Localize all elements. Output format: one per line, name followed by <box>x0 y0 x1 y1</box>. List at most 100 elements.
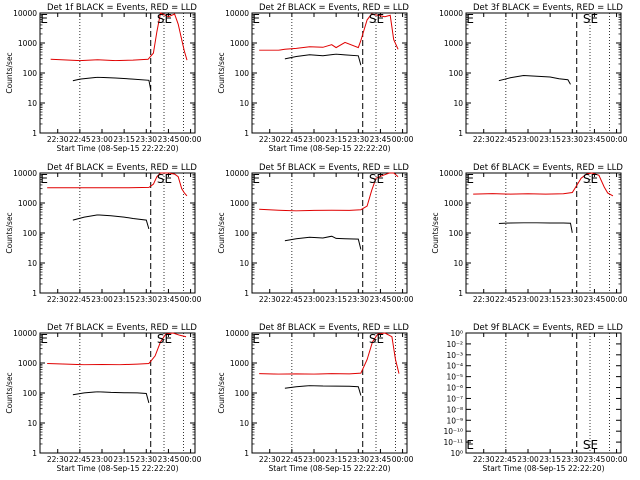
y-tick-label: 100 <box>449 69 464 78</box>
y-tick-label: 10000 <box>225 169 249 178</box>
x-tick-label: 22:45 <box>495 455 517 464</box>
panel-6: Det 6f BLACK = Events, RED = LLD 22:30 22:… <box>431 163 628 304</box>
y-tick-label: 10⁻² <box>446 340 463 349</box>
y-tick-label: 10⁻¹¹ <box>443 438 463 447</box>
y-tick-label: 10000 <box>439 169 463 178</box>
x-tick-label: 23:45 <box>370 455 392 464</box>
y-axis-label: Counts/sec <box>217 372 226 413</box>
x-tick-label: 22:30 <box>259 135 281 144</box>
series-line-1 <box>499 223 573 233</box>
x-tick-label: 22:30 <box>259 455 281 464</box>
y-tick-label: 10⁻⁹ <box>446 416 463 425</box>
x-tick-label: 00:00 <box>180 455 202 464</box>
y-tick-label: 1 <box>244 289 249 298</box>
y-tick-label: 10 <box>453 259 463 268</box>
plot-frame <box>39 172 196 294</box>
marker-label: E <box>466 12 474 26</box>
x-tick-label: 23:00 <box>303 295 325 304</box>
y-tick-label: 100 <box>235 69 250 78</box>
x-axis-label: Start Time (08-Sep-15 22:22:20) <box>483 464 605 473</box>
panel-title: Det 7f BLACK = Events, RED = LLD <box>47 323 197 333</box>
y-tick-label: 10000 <box>13 9 37 18</box>
y-axis-label: Counts/sec <box>5 372 14 413</box>
x-tick-label: 23:30 <box>135 135 157 144</box>
x-tick-label: 22:30 <box>47 135 69 144</box>
marker-label: SE <box>583 12 598 26</box>
marker-label: E <box>40 12 48 26</box>
y-tick-label: 10 <box>239 419 249 428</box>
y-axis-label: Counts/sec <box>217 52 226 93</box>
plot-frame <box>251 172 408 294</box>
y-tick-label: 10000 <box>225 9 249 18</box>
panel-title: Det 5f BLACK = Events, RED = LLD <box>259 163 409 173</box>
series-line-1 <box>73 77 151 89</box>
x-tick-label: 23:00 <box>517 135 539 144</box>
marker-label: SE <box>157 12 172 26</box>
x-tick-label: 22:45 <box>281 295 303 304</box>
panel-1: Det 1f BLACK = Events, RED = LLD 22:30 22:… <box>5 3 202 153</box>
marker-label: E <box>40 332 48 346</box>
x-tick-label: 23:30 <box>135 455 157 464</box>
marker-label: E <box>252 172 260 186</box>
x-tick-label: 23:30 <box>347 455 369 464</box>
y-tick-label: 10⁻¹⁰ <box>443 427 463 436</box>
marker-label: SE <box>369 332 384 346</box>
x-tick-label: 22:30 <box>473 455 495 464</box>
x-tick-label: 23:15 <box>325 295 347 304</box>
x-tick-label: 22:45 <box>495 135 517 144</box>
x-tick-label: 23:30 <box>347 135 369 144</box>
series-line-2 <box>47 173 187 196</box>
panel-5: Det 5f BLACK = Events, RED = LLD 22:30 22:… <box>217 163 414 304</box>
x-tick-label: 00:00 <box>606 135 628 144</box>
x-tick-label: 22:30 <box>47 295 69 304</box>
y-tick-label: 1000 <box>230 199 249 208</box>
y-tick-label: 100 <box>23 389 38 398</box>
x-tick-label: 23:15 <box>325 135 347 144</box>
series-line-2 <box>259 14 398 50</box>
x-tick-label: 23:15 <box>539 295 561 304</box>
y-tick-label: 10000 <box>225 329 249 338</box>
panel-title: Det 3f BLACK = Events, RED = LLD <box>473 3 623 13</box>
y-tick-label: 10⁻⁸ <box>446 405 463 414</box>
y-tick-label: 1000 <box>444 199 463 208</box>
x-tick-label: 00:00 <box>606 455 628 464</box>
plot-frame <box>465 172 622 294</box>
x-tick-label: 23:15 <box>539 135 561 144</box>
y-tick-label: 10⁰ <box>450 449 463 458</box>
x-tick-label: 00:00 <box>180 295 202 304</box>
x-tick-label: 00:00 <box>392 135 414 144</box>
y-tick-label: 10⁻⁴ <box>446 362 463 371</box>
x-tick-label: 23:45 <box>370 295 392 304</box>
y-tick-label: 1 <box>458 289 463 298</box>
y-tick-label: 10 <box>239 99 249 108</box>
marker-label: SE <box>369 12 384 26</box>
y-tick-label: 100 <box>449 229 464 238</box>
panel-title: Det 2f BLACK = Events, RED = LLD <box>259 3 409 13</box>
y-tick-label: 1 <box>32 129 37 138</box>
marker-label: E <box>466 172 474 186</box>
x-axis-label: Start Time (08-Sep-15 22:22:20) <box>269 144 391 153</box>
y-tick-label: 10000 <box>13 329 37 338</box>
panel-title: Det 4f BLACK = Events, RED = LLD <box>47 163 197 173</box>
x-tick-label: 23:30 <box>135 295 157 304</box>
x-tick-label: 22:45 <box>69 455 91 464</box>
y-tick-label: 1 <box>458 129 463 138</box>
x-tick-label: 22:30 <box>473 135 495 144</box>
x-tick-label: 22:30 <box>47 455 69 464</box>
x-tick-label: 23:15 <box>113 455 135 464</box>
y-tick-label: 10⁰ <box>450 329 463 338</box>
y-tick-label: 1000 <box>18 39 37 48</box>
series-line-1 <box>285 54 361 65</box>
y-tick-label: 1 <box>32 289 37 298</box>
x-tick-label: 23:45 <box>584 455 606 464</box>
marker-label: SE <box>157 172 172 186</box>
x-tick-label: 23:00 <box>517 455 539 464</box>
x-tick-label: 23:45 <box>158 455 180 464</box>
x-tick-label: 22:45 <box>69 295 91 304</box>
y-tick-label: 100 <box>235 389 250 398</box>
y-tick-label: 1000 <box>18 199 37 208</box>
y-tick-label: 10000 <box>13 169 37 178</box>
y-tick-label: 100 <box>23 69 38 78</box>
series-line-2 <box>51 13 187 61</box>
x-tick-label: 23:15 <box>113 295 135 304</box>
